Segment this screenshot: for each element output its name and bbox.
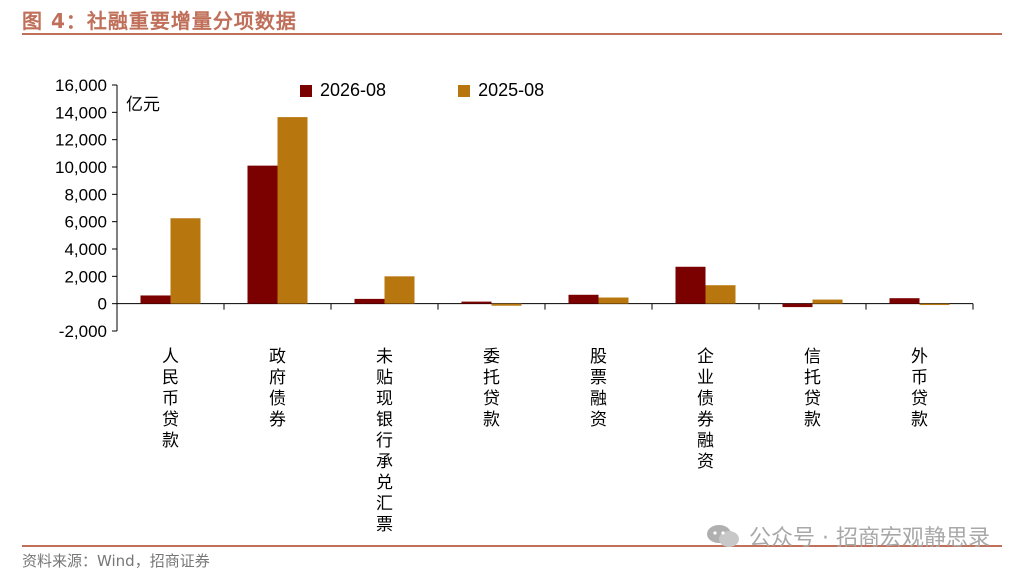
y-tick-label: 8,000: [64, 185, 107, 204]
bar-2026: [889, 298, 920, 304]
category-label: 人民币贷款: [162, 347, 179, 451]
bar-2026: [782, 303, 813, 308]
bar-2026: [461, 301, 492, 304]
bar-2025: [491, 303, 522, 306]
category-label: 信托贷款: [804, 347, 821, 430]
category-label: 企业债券融资: [697, 347, 714, 472]
bar-2025: [812, 299, 843, 304]
bar-2026: [568, 294, 599, 304]
title-rule: [22, 33, 1002, 35]
category-label: 委托贷款: [483, 347, 500, 430]
bar-2025: [919, 303, 950, 306]
bar-2025: [705, 285, 736, 304]
legend-swatch-2025: [458, 84, 471, 97]
y-tick-label: -2,000: [59, 322, 107, 341]
legend-label-2026: 2026-08: [320, 80, 387, 100]
y-tick-label: 14,000: [55, 103, 107, 122]
category-label: 未贴现银行承兑汇票: [376, 347, 393, 535]
category-label: 外币贷款: [911, 347, 928, 430]
legend-swatch-2026: [300, 84, 312, 97]
y-tick-label: 10,000: [55, 158, 107, 177]
y-axis-unit: 亿元: [126, 95, 160, 115]
watermark: 公众号 · 招商宏观静思录: [705, 520, 990, 552]
y-tick-label: 4,000: [64, 240, 107, 259]
watermark-text: 公众号 · 招商宏观静思录: [749, 526, 990, 551]
bar-2026: [354, 298, 385, 304]
figure-title: 图 4：社融重要增量分项数据: [22, 9, 297, 33]
y-tick-label: 12,000: [55, 131, 107, 150]
source-note: 资料来源：Wind，招商证券: [22, 552, 210, 570]
bar-2025: [277, 117, 308, 304]
bar-2025: [384, 276, 415, 304]
bar-2026: [675, 266, 706, 304]
bar-2026: [247, 165, 278, 304]
bar-2025: [170, 218, 201, 304]
footer-rule: [22, 545, 1002, 547]
legend-item-2025: 2025-08: [458, 80, 544, 101]
bar-2025: [598, 297, 629, 304]
legend: 2026-08 2025-08: [300, 80, 544, 101]
category-label: 股票融资: [590, 347, 607, 430]
legend-label-2025: 2025-08: [478, 80, 545, 100]
y-tick-label: 16,000: [55, 76, 107, 95]
wechat-icon: [707, 525, 740, 547]
legend-item-2026: 2026-08: [300, 80, 386, 101]
bar-2026: [140, 295, 171, 304]
y-tick-label: 6,000: [64, 213, 107, 232]
y-tick-label: 0: [98, 295, 107, 314]
y-tick-label: 2,000: [64, 267, 107, 286]
category-label: 政府债券: [269, 347, 286, 430]
